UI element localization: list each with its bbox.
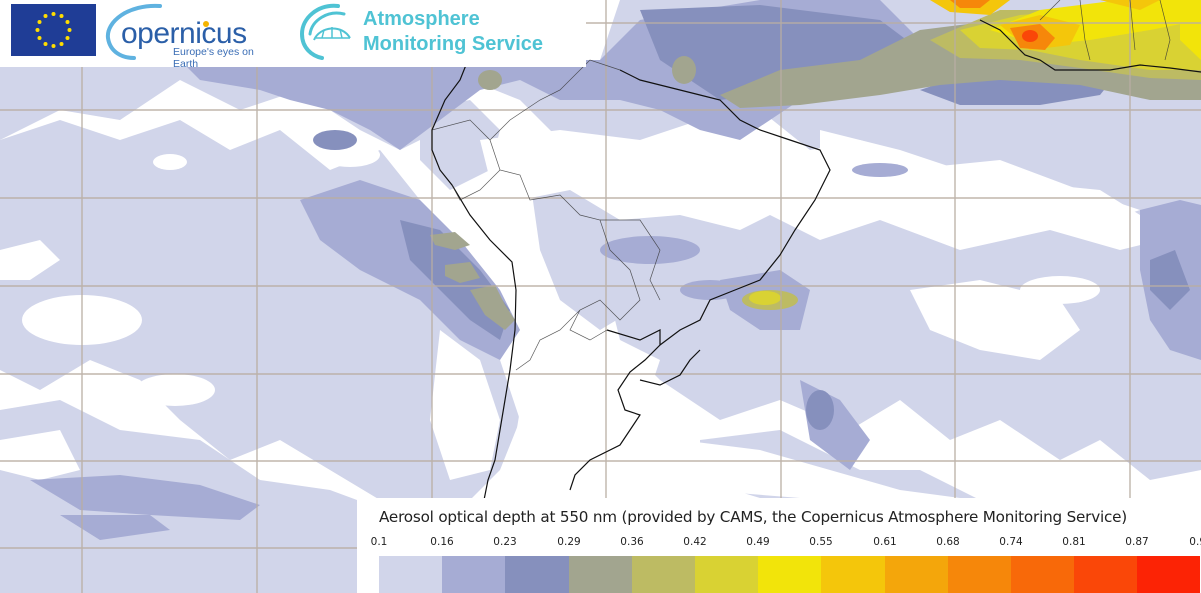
legend-tick: 0.42 [683,536,707,548]
legend-title: Aerosol optical depth at 550 nm (provide… [379,508,1128,526]
copernicus-logo: opernicus Europe's eyes on Earth [100,0,280,70]
legend-tick: 0.36 [620,536,644,548]
legend-swatch [631,556,695,593]
legend-tick: 0.23 [493,536,517,548]
aod-level-10 [1022,30,1038,42]
legend-tick: 0.61 [873,536,897,548]
legend-swatch [505,556,569,593]
legend-swatch [379,556,443,593]
coastlines [431,19,1201,501]
legend-swatch [758,556,822,593]
colorbar-legend: Aerosol optical depth at 550 nm (provide… [357,498,1201,593]
legend-tick: 0.1 [370,536,388,548]
logo-banner: opernicus Europe's eyes on Earth Atmosph… [0,0,588,70]
globe-arc-icon [299,3,351,60]
aod-clean-patches [0,120,1140,498]
cams-title: Atmosphere Monitoring Service [363,7,543,57]
country-borders [431,0,1171,371]
legend-swatch [821,556,885,593]
legend-swatch [884,556,948,593]
legend-tick: 0.55 [809,536,833,548]
legend-tick: 0.94 [1189,536,1201,548]
legend-tick: 0.81 [1062,536,1086,548]
eu-flag-icon [11,4,96,56]
legend-tick: 0.16 [430,536,454,548]
legend-swatch [1074,556,1138,593]
cams-title-line2: Monitoring Service [363,33,544,55]
legend-swatch [568,556,632,593]
legend-color-bar [379,556,1201,593]
legend-swatch [1010,556,1075,593]
legend-tick: 0.49 [746,536,770,548]
legend-ticks: 0.1 0.16 0.23 0.29 0.36 0.42 0.49 0.55 0… [357,536,1201,552]
legend-swatch [1137,556,1201,593]
legend-tick: 0.68 [936,536,960,548]
copernicus-tagline: Europe's eyes on Earth [173,46,254,70]
legend-tick: 0.29 [557,536,581,548]
legend-swatch [442,556,506,593]
legend-tick: 0.74 [999,536,1023,548]
legend-tick: 0.87 [1125,536,1149,548]
legend-swatch [947,556,1011,593]
copernicus-arc-icon [105,3,209,60]
cams-logo: Atmosphere Monitoring Service [298,2,588,64]
legend-swatch [694,556,759,593]
copernicus-wordmark: opernicus [121,17,247,50]
cams-title-line1: Atmosphere [363,8,480,30]
